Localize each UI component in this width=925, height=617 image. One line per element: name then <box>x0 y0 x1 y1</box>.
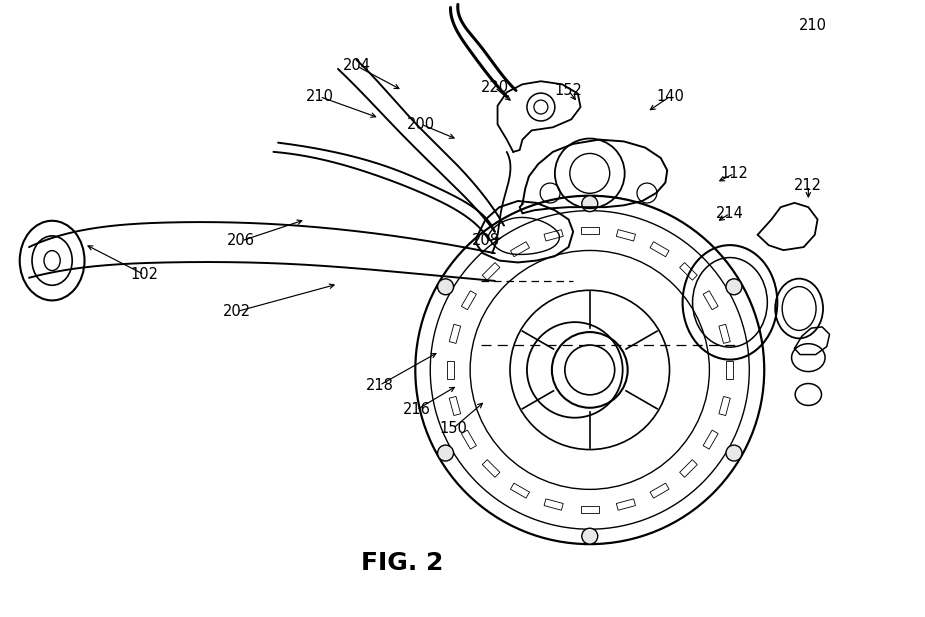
Text: 150: 150 <box>439 421 467 436</box>
Text: 152: 152 <box>555 83 583 98</box>
Circle shape <box>438 445 453 461</box>
Text: 112: 112 <box>721 166 748 181</box>
Text: FIG. 2: FIG. 2 <box>362 552 444 576</box>
Polygon shape <box>680 460 697 478</box>
Polygon shape <box>450 325 461 344</box>
Text: 202: 202 <box>223 304 251 319</box>
Text: 204: 204 <box>342 59 370 73</box>
Polygon shape <box>650 242 669 257</box>
Text: 216: 216 <box>402 402 430 417</box>
Polygon shape <box>616 499 635 510</box>
Text: 214: 214 <box>716 206 744 221</box>
Polygon shape <box>719 397 730 416</box>
Circle shape <box>582 196 598 212</box>
Text: 140: 140 <box>656 89 684 104</box>
Polygon shape <box>726 361 733 379</box>
Polygon shape <box>616 230 635 241</box>
Text: 102: 102 <box>130 267 158 282</box>
Polygon shape <box>581 506 598 513</box>
Polygon shape <box>544 499 563 510</box>
Polygon shape <box>511 242 529 257</box>
Text: 200: 200 <box>407 117 435 132</box>
Circle shape <box>582 528 598 544</box>
Circle shape <box>726 445 742 461</box>
Text: 220: 220 <box>481 80 509 95</box>
Polygon shape <box>447 361 453 379</box>
Text: 210: 210 <box>305 89 334 104</box>
Circle shape <box>438 279 453 295</box>
Polygon shape <box>511 483 529 498</box>
Circle shape <box>726 279 742 295</box>
Polygon shape <box>450 397 461 416</box>
Text: 212: 212 <box>795 178 822 193</box>
Polygon shape <box>544 230 563 241</box>
Polygon shape <box>703 430 718 449</box>
Polygon shape <box>719 325 730 344</box>
Polygon shape <box>581 227 598 234</box>
Polygon shape <box>482 263 500 280</box>
Text: 206: 206 <box>228 233 255 249</box>
Polygon shape <box>650 483 669 498</box>
Polygon shape <box>482 460 500 478</box>
Polygon shape <box>462 430 476 449</box>
Text: 208: 208 <box>472 233 500 249</box>
Text: 218: 218 <box>365 378 393 393</box>
Polygon shape <box>680 263 697 280</box>
Text: 210: 210 <box>799 19 827 33</box>
Polygon shape <box>462 291 476 310</box>
Polygon shape <box>703 291 718 310</box>
